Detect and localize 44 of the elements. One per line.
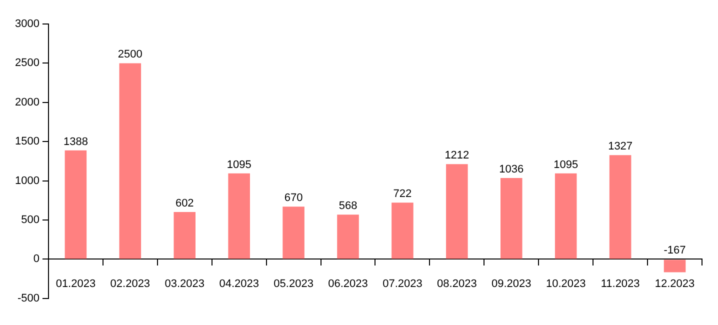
y-tick-label: 0 <box>33 253 40 266</box>
y-tick-label: 3000 <box>14 18 40 30</box>
x-tick-label: 04.2023 <box>219 278 259 290</box>
bar <box>119 63 142 259</box>
x-tick-label: 03.2023 <box>164 278 205 290</box>
data-label: 1095 <box>226 158 252 171</box>
bar <box>446 164 468 259</box>
data-label: 1036 <box>499 164 524 176</box>
x-tick-label: 05.2023 <box>274 278 314 290</box>
x-tick-label: 01.2023 <box>56 278 96 290</box>
x-tick-label: 08.2023 <box>437 278 477 290</box>
data-label: 1212 <box>444 150 470 162</box>
y-tick-label: 2000 <box>14 96 40 108</box>
bar <box>554 173 577 259</box>
data-label: 670 <box>284 192 303 204</box>
x-tick-label: 11.2023 <box>600 278 640 290</box>
x-tick-label: 10.2023 <box>546 278 586 290</box>
x-tick-label: 06.2023 <box>328 278 368 290</box>
bar <box>64 150 87 259</box>
data-label: 1327 <box>608 140 633 153</box>
y-tick-label: 1000 <box>14 174 40 187</box>
x-tick-label: 02.2023 <box>110 278 150 290</box>
bar <box>664 260 686 272</box>
data-label: -167 <box>664 244 686 257</box>
data-label: 602 <box>175 198 194 210</box>
data-label: 1095 <box>554 158 578 171</box>
data-label: 722 <box>393 188 412 200</box>
bar <box>174 212 196 259</box>
y-tick-label: -500 <box>17 292 40 304</box>
bar <box>500 178 522 259</box>
bar <box>282 206 304 259</box>
y-tick-label: 500 <box>21 214 40 226</box>
y-tick-label: 2500 <box>14 57 40 70</box>
bar <box>337 214 359 259</box>
y-tick-label: 1500 <box>14 136 40 148</box>
bar <box>609 155 632 259</box>
bar <box>392 202 414 259</box>
data-label: 2500 <box>118 48 142 61</box>
x-tick-label: 09.2023 <box>492 278 532 290</box>
x-tick-label: 07.2023 <box>382 278 422 290</box>
x-tick-label: 12.2023 <box>654 278 695 290</box>
data-label: 568 <box>338 200 358 212</box>
bar <box>228 173 250 259</box>
data-label: 1388 <box>63 136 88 148</box>
